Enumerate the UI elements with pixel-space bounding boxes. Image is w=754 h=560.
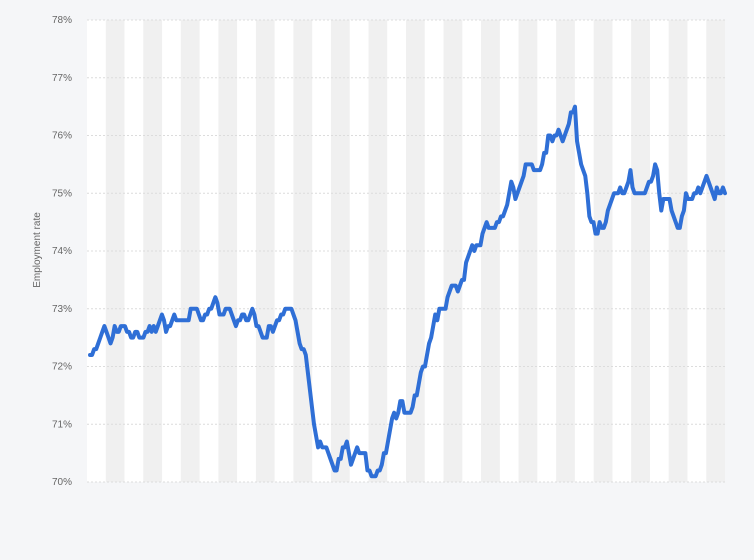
plot-stripe xyxy=(668,20,688,482)
plot-stripe xyxy=(180,20,200,482)
y-tick-label: 77% xyxy=(52,73,72,84)
y-tick-label: 72% xyxy=(52,362,72,373)
series-line xyxy=(88,104,727,479)
y-axis-ticks: 70% 71% 72% 73% 74% 75% 76% 77% 78% xyxy=(52,15,72,488)
y-tick-label: 71% xyxy=(52,419,72,430)
y-tick-label: 75% xyxy=(52,188,72,199)
y-tick-label: 73% xyxy=(52,304,72,315)
y-axis-title: Employment rate xyxy=(32,212,43,288)
y-tick-label: 76% xyxy=(52,131,72,142)
y-tick-label: 78% xyxy=(52,15,72,26)
plot-stripe xyxy=(368,20,388,482)
y-tick-label: 74% xyxy=(52,246,72,257)
y-tick-label: 70% xyxy=(52,477,72,488)
series-layer xyxy=(88,104,727,479)
